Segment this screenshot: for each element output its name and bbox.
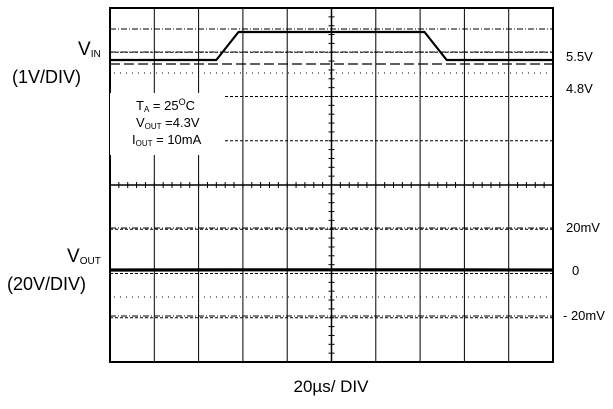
level-label-4v8: 4.8V [566, 81, 593, 96]
time-scale-label: 20µs/ DIV [294, 377, 370, 396]
level-label-0: 0 [572, 263, 579, 278]
grid [109, 7, 554, 363]
annotation-ta: TA = 25OC [136, 97, 195, 114]
vout-scale: (20V/DIV) [7, 274, 86, 294]
annotation-iout: IOUT = 10mA [132, 132, 202, 148]
vout-label: VOUT [67, 246, 101, 267]
level-label-neg20mv: - 20mV [563, 308, 605, 323]
vin-label: VIN [78, 39, 101, 60]
vin-scale: (1V/DIV) [12, 67, 81, 87]
traces [109, 30, 554, 272]
level-label-20mv: 20mV [566, 220, 600, 235]
annotation-vout: VOUT =4.3V [136, 115, 200, 131]
level-label-5v5: 5.5V [566, 49, 593, 64]
annotation-box [110, 93, 224, 155]
vin-trace [110, 30, 553, 62]
